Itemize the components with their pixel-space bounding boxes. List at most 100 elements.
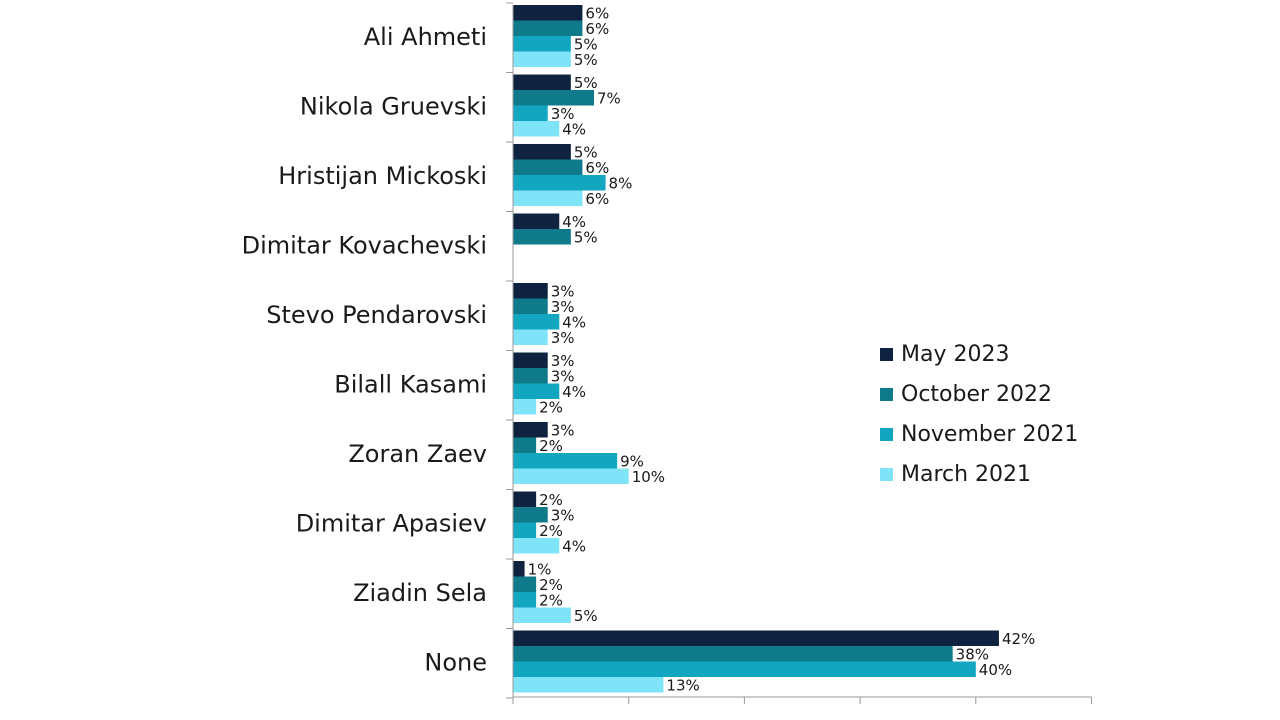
category-label: None [424,649,487,677]
data-label: 5% [574,607,598,625]
category-label: Nikola Gruevski [300,93,487,121]
data-label: 38% [956,646,989,664]
bar [513,159,583,175]
bar [513,576,537,592]
bar [513,661,976,677]
data-label: 5% [574,51,598,69]
category-labels: Ali Ahmeti Nikola Gruevski Hristijan Micko… [242,23,487,677]
data-label: 9% [620,453,644,471]
data-label: 3% [551,422,575,440]
legend-label: March 2021 [901,462,1031,487]
category-label: Dimitar Apasiev [296,510,487,538]
data-label: 4% [562,213,586,231]
legend-label: October 2022 [901,382,1052,407]
bar [513,383,560,399]
data-label: 2% [539,491,563,509]
bar [513,283,548,299]
legend-swatch [880,428,893,441]
data-label: 10% [632,468,665,486]
bar [513,592,537,608]
legend-swatch [880,468,893,481]
category-label: Ali Ahmeti [364,23,487,51]
data-label: 2% [539,592,563,610]
bar [513,144,571,160]
data-label: 5% [574,36,598,54]
bar [513,36,571,52]
data-label: 13% [666,677,699,695]
bar [513,20,583,36]
category-label: Ziadin Sela [353,579,487,607]
category-label: Bilall Kasami [334,371,487,399]
legend-label: May 2023 [901,342,1009,367]
bar [513,630,999,646]
bar [513,190,583,206]
data-label: 6% [585,5,609,23]
data-label: 2% [539,437,563,455]
data-label: 2% [539,576,563,594]
bar [513,213,560,229]
bar [513,229,571,245]
bar [513,74,571,90]
data-label: 3% [551,507,575,525]
bar [513,538,560,554]
data-label: 3% [551,368,575,386]
category-label: Dimitar Kovachevski [242,232,487,260]
bar [513,352,548,368]
data-label: 2% [539,522,563,540]
bars [513,5,999,693]
bar [513,121,560,137]
data-label: 7% [597,90,621,108]
data-label: 5% [574,144,598,162]
data-label: 5% [574,229,598,247]
bar [513,175,606,191]
bar [513,399,537,415]
data-label: 4% [562,121,586,139]
data-label: 6% [585,159,609,177]
bar [513,522,537,538]
legend-swatch [880,388,893,401]
legend: May 2023 October 2022 November 2021 March 2… [880,342,1078,487]
bar [513,298,548,314]
legend-label: November 2021 [901,422,1078,447]
bar [513,677,664,693]
bar [513,468,629,484]
data-label: 3% [551,283,575,301]
data-label: 42% [1002,630,1035,648]
data-label: 40% [979,661,1012,679]
bar [513,607,571,623]
data-label: 3% [551,352,575,370]
bar [513,561,525,577]
data-label: 1% [528,561,552,579]
data-label: 4% [562,314,586,332]
bar [513,51,571,67]
data-label: 3% [551,105,575,123]
data-label: 4% [562,538,586,556]
category-label: Stevo Pendarovski [266,301,487,329]
data-label: 3% [551,298,575,316]
data-label: 6% [585,20,609,38]
bar [513,437,537,453]
bar [513,314,560,330]
bar [513,368,548,384]
data-label: 5% [574,74,598,92]
bar [513,329,548,345]
data-label: 8% [609,175,633,193]
bar [513,105,548,121]
bar [513,491,537,507]
data-label: 6% [585,190,609,208]
value-labels: 6%6%5%5%5%7%3%4%5%6%8%6%4%5%3%3%4%3%3%3%… [528,5,1036,695]
data-label: 4% [562,383,586,401]
bar [513,422,548,438]
category-label: Zoran Zaev [348,440,487,468]
bar [513,5,583,21]
axes [506,2,1092,704]
bar [513,453,618,469]
data-label: 2% [539,399,563,417]
category-label: Hristijan Mickoski [278,162,487,190]
bar [513,507,548,523]
legend-swatch [880,348,893,361]
bar [513,646,953,662]
bar [513,90,594,106]
data-label: 3% [551,329,575,347]
